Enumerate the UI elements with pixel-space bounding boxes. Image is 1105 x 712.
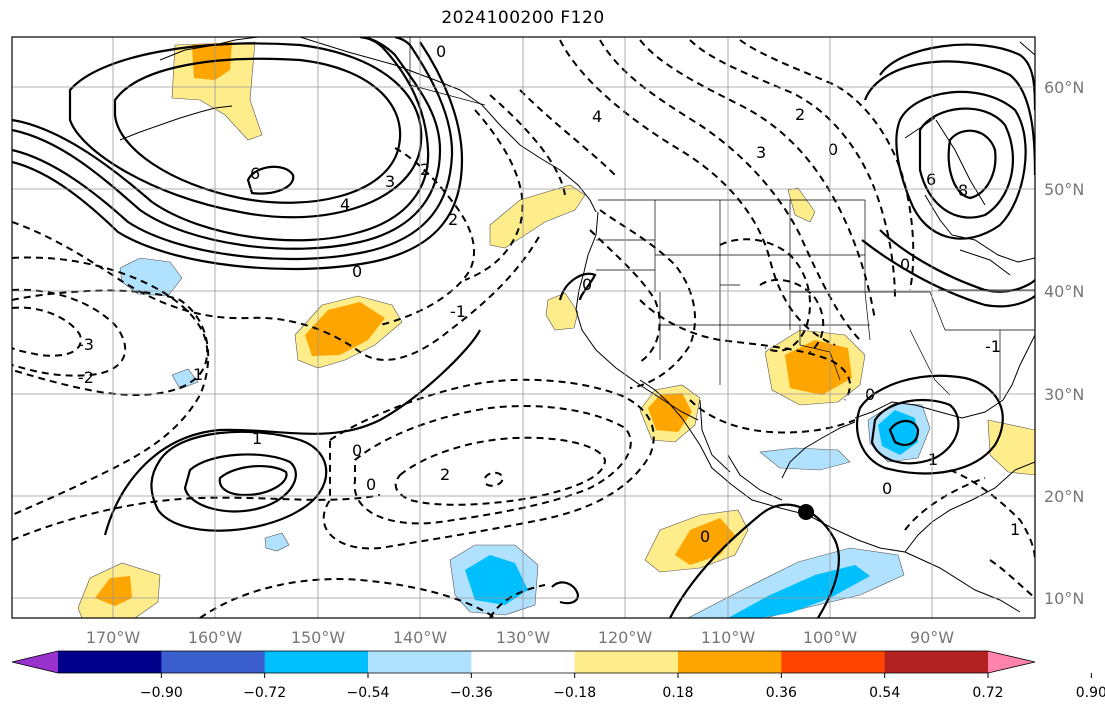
- contour-label: -3: [78, 335, 94, 354]
- colorbar-segment: [161, 651, 266, 673]
- colorbar-tick-label: 0.18: [662, 685, 693, 701]
- gridlines: [12, 37, 1035, 618]
- lat-label: 40°N: [1044, 282, 1084, 301]
- longitude-labels: 170°W 160°W 150°W 140°W 130°W 120°W 110°…: [86, 628, 954, 647]
- map-title: 2024100200 F120: [441, 8, 605, 28]
- lon-label: 150°W: [291, 628, 346, 647]
- lon-label: 160°W: [188, 628, 243, 647]
- contour-label: 0: [436, 42, 446, 61]
- shaded-anomaly-fills: [77, 41, 1035, 618]
- contour-label: 0: [700, 527, 710, 546]
- contour-label: -1: [450, 302, 466, 321]
- colorbar-segment: [368, 651, 472, 673]
- colorbar-tick-label: −0.18: [553, 685, 596, 701]
- contour-label: 0: [352, 441, 362, 460]
- lat-label: 50°N: [1044, 180, 1084, 199]
- contour-label: 2: [420, 160, 430, 179]
- contour-label: 0: [865, 385, 875, 404]
- contour-label: 8: [958, 181, 968, 200]
- lon-label: 120°W: [598, 628, 653, 647]
- lon-label: 100°W: [803, 628, 858, 647]
- colorbar-segment: [678, 651, 782, 673]
- contour-label: 4: [340, 195, 350, 214]
- location-marker: [798, 504, 814, 520]
- colorbar-segment: [471, 651, 576, 673]
- contour-label: 1: [252, 429, 262, 448]
- lon-label: 140°W: [393, 628, 448, 647]
- contour-label: 2: [448, 210, 458, 229]
- latitude-labels: 60°N 50°N 40°N 30°N 20°N 10°N: [1044, 78, 1084, 608]
- contour-label: 3: [756, 143, 766, 162]
- coastlines-and-borders: [119, 37, 1035, 613]
- colorbar-tick-label: 0.54: [869, 685, 900, 701]
- colorbar-tick-label: −0.72: [243, 685, 286, 701]
- colorbar-extension-high: [988, 651, 1035, 673]
- contour-label: 6: [250, 164, 260, 183]
- contour-label: 0: [882, 479, 892, 498]
- contour-label: 6: [926, 170, 936, 189]
- colorbar-segment: [884, 651, 989, 673]
- colorbar-segment: [781, 651, 886, 673]
- contour-label: 4: [592, 107, 602, 126]
- contour-label: 0: [828, 140, 838, 159]
- lat-label: 30°N: [1044, 385, 1084, 404]
- lon-label: 130°W: [496, 628, 551, 647]
- contour-labels: 6 4 3 2 2 0 0 -1 -2 -3 1 0 0 2 0 1 4 3 0…: [78, 42, 1020, 546]
- colorbar-tick-label: 0.90: [1076, 685, 1105, 701]
- contour-label: -2: [78, 368, 94, 387]
- lon-label: 170°W: [86, 628, 141, 647]
- lon-label: 90°W: [910, 628, 954, 647]
- lat-label: 60°N: [1044, 78, 1084, 97]
- contour-label: 1: [1010, 520, 1020, 539]
- contour-label: 2: [440, 465, 450, 484]
- colorbar-tick-label: 0.36: [766, 685, 797, 701]
- contour-label: 3: [385, 172, 395, 191]
- contour-label: 1: [928, 450, 938, 469]
- colorbar-tick-label: 0.72: [972, 685, 1003, 701]
- colorbar-outline: [11, 650, 1036, 674]
- lon-label: 110°W: [701, 628, 756, 647]
- contour-label: 2: [795, 105, 805, 124]
- colorbar-segment: [58, 651, 162, 673]
- colorbar-segment: [574, 651, 679, 673]
- colorbar-tick-label: −0.36: [450, 685, 493, 701]
- map-plot-area: 6 4 3 2 2 0 0 -1 -2 -3 1 0 0 2 0 1 4 3 0…: [12, 37, 1035, 618]
- colorbar-tick-label: −0.54: [347, 685, 390, 701]
- colorbar-tick-label: −0.90: [140, 685, 183, 701]
- map-frame: [11, 36, 1036, 619]
- contour-label: 0: [352, 262, 362, 281]
- colorbar-extension-low: [12, 651, 58, 673]
- lat-label: 10°N: [1044, 589, 1084, 608]
- colorbar: −0.90 −0.72 −0.54 −0.36 −0.18 0.18 0.36 0.54 0.7…: [11, 650, 1105, 701]
- contour-label: 1: [193, 365, 203, 384]
- contour-label: 0: [900, 255, 910, 274]
- lat-label: 20°N: [1044, 487, 1084, 506]
- colorbar-segment: [264, 651, 369, 673]
- contour-label: 0: [366, 475, 376, 494]
- contour-label: 0: [582, 275, 592, 294]
- contour-label: -1: [985, 337, 1001, 356]
